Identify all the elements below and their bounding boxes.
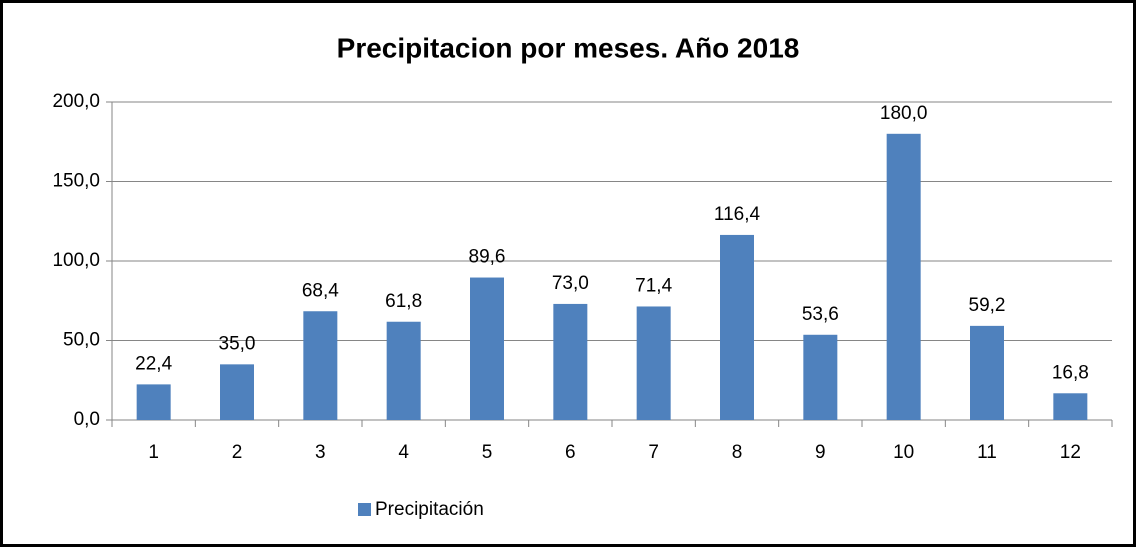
bar	[1053, 393, 1088, 420]
legend-label: Precipitación	[375, 499, 484, 520]
bar	[553, 303, 588, 420]
data-label: 59,2	[969, 295, 1006, 316]
x-tick-label: 7	[648, 442, 659, 463]
x-tick-label: 5	[482, 442, 493, 463]
y-tick-label: 200,0	[52, 91, 100, 112]
data-label: 53,6	[802, 304, 839, 325]
x-tick-label: 9	[815, 442, 826, 463]
y-tick-label: 0,0	[74, 409, 100, 430]
data-label: 22,4	[135, 353, 172, 374]
bar	[220, 364, 254, 420]
data-label: 71,4	[635, 275, 672, 296]
bar	[803, 334, 838, 420]
bar	[970, 325, 1004, 420]
x-tick-label: 6	[565, 442, 576, 463]
bar	[720, 234, 754, 420]
x-tick-label: 1	[148, 442, 159, 463]
chart-title: Precipitacion por meses. Año 2018	[337, 32, 800, 63]
x-tick-label: 10	[893, 442, 914, 463]
y-tick-label: 50,0	[63, 330, 100, 351]
data-label: 16,8	[1052, 362, 1089, 383]
bar	[386, 321, 421, 420]
data-label: 180,0	[880, 103, 928, 124]
x-tick-label: 2	[232, 442, 243, 463]
data-label: 73,0	[552, 273, 589, 294]
x-tick-label: 3	[315, 442, 326, 463]
y-tick-label: 100,0	[52, 250, 100, 271]
data-label: 89,6	[469, 247, 506, 268]
bar	[136, 384, 171, 420]
data-label: 35,0	[219, 333, 256, 354]
legend-swatch	[358, 503, 371, 516]
bar	[303, 311, 338, 420]
x-tick-label: 11	[977, 442, 997, 463]
bar	[886, 133, 921, 421]
y-tick-label: 150,0	[52, 171, 100, 192]
data-label: 68,4	[302, 280, 339, 301]
bar	[470, 277, 504, 420]
x-tick-label: 4	[398, 442, 409, 463]
data-label: 116,4	[714, 204, 761, 225]
x-tick-label: 12	[1060, 442, 1081, 463]
data-label: 61,8	[385, 291, 422, 312]
bar	[636, 306, 671, 420]
x-tick-label: 8	[732, 442, 743, 463]
